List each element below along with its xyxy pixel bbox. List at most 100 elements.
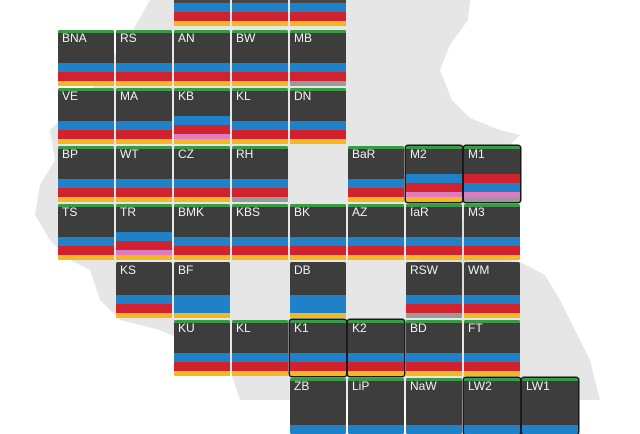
region-tile[interactable]: M1 xyxy=(464,146,520,202)
tile-bar-yellow xyxy=(58,139,114,144)
region-tile[interactable]: WM xyxy=(464,262,520,318)
region-tile[interactable]: K2 xyxy=(348,320,404,376)
region-tile[interactable]: KS xyxy=(116,262,172,318)
tile-bar-blue xyxy=(174,353,230,362)
tile-top-stripe xyxy=(290,88,346,91)
tile-bar-blue xyxy=(522,425,578,434)
region-tile[interactable]: WT xyxy=(116,146,172,202)
region-tile[interactable] xyxy=(174,0,230,26)
tile-bar-pink xyxy=(406,192,462,197)
region-tile[interactable]: RSW xyxy=(406,262,462,318)
tile-bars xyxy=(290,63,346,86)
region-tile[interactable]: DB xyxy=(290,262,346,318)
tile-bar-yellow xyxy=(58,255,114,260)
tile-bar-red xyxy=(406,246,462,255)
tile-top-stripe xyxy=(406,204,462,207)
region-tile[interactable]: DN xyxy=(290,88,346,144)
region-tile[interactable]: BK xyxy=(290,204,346,260)
tile-bar-blue xyxy=(290,304,346,313)
tile-bars xyxy=(348,353,404,376)
tile-top-stripe xyxy=(464,146,520,149)
region-tile[interactable]: LiP xyxy=(348,378,404,434)
region-tile[interactable] xyxy=(232,0,288,26)
tile-bar-yellow xyxy=(348,371,404,376)
region-tile[interactable]: TR xyxy=(116,204,172,260)
tile-bars xyxy=(348,425,404,434)
tile-label: BD xyxy=(410,321,427,335)
region-tile[interactable]: K1 xyxy=(290,320,346,376)
tile-bar-blue xyxy=(174,63,230,72)
tile-bar-blue xyxy=(174,295,230,304)
region-tile[interactable]: BW xyxy=(232,30,288,86)
tile-bar-blue xyxy=(290,295,346,304)
tile-bars xyxy=(116,295,172,318)
tile-top-stripe xyxy=(232,30,288,33)
tile-top-stripe xyxy=(58,88,114,91)
region-tile[interactable]: ZB xyxy=(290,378,346,434)
tile-bar-blue xyxy=(116,179,172,188)
region-tile[interactable]: M3 xyxy=(464,204,520,260)
region-tile[interactable]: KL xyxy=(232,320,288,376)
region-tile[interactable]: KBS xyxy=(232,204,288,260)
tile-top-stripe xyxy=(464,320,520,323)
region-tile[interactable]: BNA xyxy=(58,30,114,86)
tile-bar-blue xyxy=(406,237,462,246)
region-tile[interactable]: LW2 xyxy=(464,378,520,434)
region-tile[interactable]: AN xyxy=(174,30,230,86)
tile-bars xyxy=(464,295,520,318)
region-tile[interactable]: AZ xyxy=(348,204,404,260)
tile-bars xyxy=(174,237,230,260)
region-tile[interactable]: VE xyxy=(58,88,114,144)
region-tile[interactable]: CZ xyxy=(174,146,230,202)
tile-bar-red xyxy=(174,246,230,255)
tile-top-stripe xyxy=(232,320,288,323)
tile-bar-red xyxy=(232,72,288,81)
region-tile[interactable]: M2 xyxy=(406,146,462,202)
tile-bar-blue xyxy=(406,425,462,434)
tile-label: VE xyxy=(62,89,79,103)
region-tile[interactable]: RH xyxy=(232,146,288,202)
tile-label: BW xyxy=(236,31,256,45)
tile-label: K1 xyxy=(294,321,309,335)
region-tile[interactable]: KU xyxy=(174,320,230,376)
tile-bars xyxy=(174,295,230,318)
tile-bar-yellow xyxy=(58,197,114,202)
region-tile[interactable]: BP xyxy=(58,146,114,202)
region-tile[interactable]: BaR xyxy=(348,146,404,202)
region-tile[interactable]: LW1 xyxy=(522,378,578,434)
region-tile[interactable]: NaW xyxy=(406,378,462,434)
tile-bar-blue xyxy=(116,63,172,72)
region-tile[interactable]: MB xyxy=(290,30,346,86)
tile-bars xyxy=(464,174,520,202)
region-tile[interactable]: BF xyxy=(174,262,230,318)
region-tile[interactable]: BD xyxy=(406,320,462,376)
tile-bar-red xyxy=(232,246,288,255)
tile-top-stripe xyxy=(116,88,172,91)
region-tile[interactable]: TS xyxy=(58,204,114,260)
tile-label: NaW xyxy=(410,379,437,393)
region-tile[interactable]: IaR xyxy=(406,204,462,260)
tile-top-stripe xyxy=(232,146,288,149)
region-tile[interactable]: BMK xyxy=(174,204,230,260)
region-tile[interactable]: RS xyxy=(116,30,172,86)
tile-bar-blue xyxy=(58,179,114,188)
region-tile[interactable]: MA xyxy=(116,88,172,144)
tile-bar-yellow xyxy=(290,139,346,144)
tile-label: M2 xyxy=(410,147,427,161)
tile-bar-blue xyxy=(348,353,404,362)
tile-bar-red xyxy=(116,304,172,313)
tile-bars xyxy=(174,116,230,144)
tile-bar-blue xyxy=(58,121,114,130)
tile-bar-red xyxy=(58,130,114,139)
tile-top-stripe xyxy=(406,320,462,323)
tile-bar-yellow xyxy=(464,313,520,318)
tile-bars xyxy=(290,121,346,144)
region-tile[interactable] xyxy=(290,0,346,26)
region-tile[interactable]: KL xyxy=(232,88,288,144)
tile-bars xyxy=(174,179,230,202)
region-tile[interactable]: KB xyxy=(174,88,230,144)
tile-bar-yellow xyxy=(406,197,462,202)
tile-top-stripe xyxy=(290,204,346,207)
tile-bar-yellow xyxy=(232,21,288,26)
region-tile[interactable]: FT xyxy=(464,320,520,376)
